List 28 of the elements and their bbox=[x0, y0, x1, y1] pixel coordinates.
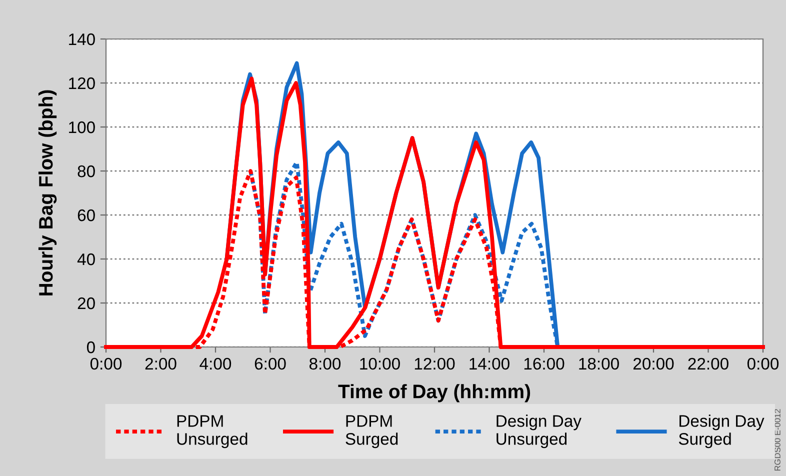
y-tick-label: 100 bbox=[69, 121, 95, 134]
y-tick-label: 120 bbox=[69, 77, 95, 90]
x-tick-label: 4:00 bbox=[200, 358, 232, 370]
y-tick-label: 0 bbox=[86, 341, 95, 354]
legend-label: PDPM Surged bbox=[346, 415, 398, 448]
y-tick-label: 40 bbox=[77, 253, 95, 266]
y-tick-label: 20 bbox=[78, 297, 95, 310]
x-axis-title: Time of Day (hh:mm) bbox=[338, 384, 530, 402]
x-tick-label: 12:00 bbox=[414, 358, 455, 370]
x-tick-label: 18:00 bbox=[579, 358, 619, 370]
y-axis-title: Hourly Bag Flow (bph) bbox=[38, 90, 57, 296]
x-tick-label: 8:00 bbox=[310, 358, 341, 370]
text: RGDS00 E-0012 bbox=[774, 409, 780, 471]
x-tick-label: 6:00 bbox=[254, 358, 286, 370]
y-tick-label: 60 bbox=[78, 209, 95, 222]
legend-label: Design Day Unsurged bbox=[496, 414, 582, 448]
legend-label: Design Day Surged bbox=[678, 414, 764, 448]
y-tick-label: 140 bbox=[69, 33, 95, 46]
y-tick-label: 80 bbox=[78, 165, 95, 178]
legend-label: PDPM Unsurged bbox=[177, 415, 248, 448]
x-tick-label: 0:00 bbox=[747, 358, 779, 370]
x-tick-label: 2:00 bbox=[145, 358, 176, 370]
x-tick-label: 14:00 bbox=[470, 358, 510, 370]
x-tick-label: 20:00 bbox=[633, 358, 674, 370]
x-tick-label: 22:00 bbox=[688, 358, 728, 370]
x-tick-label: 0:00 bbox=[90, 358, 122, 370]
x-tick-label: 10:00 bbox=[360, 358, 400, 370]
x-tick-label: 16:00 bbox=[524, 358, 564, 370]
